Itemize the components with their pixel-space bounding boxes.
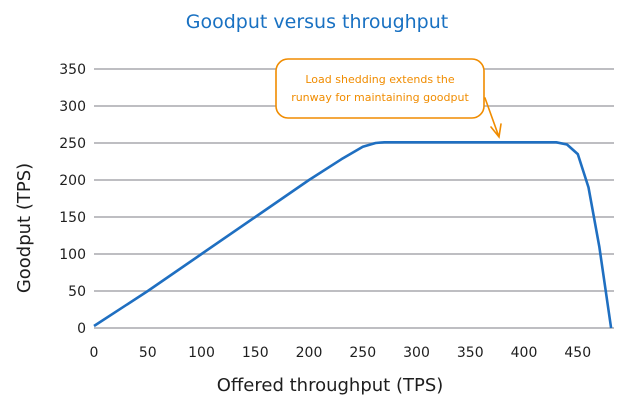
x-tick-label: 350: [457, 345, 484, 361]
y-tick-label: 300: [59, 99, 86, 115]
y-tick-label: 350: [59, 62, 86, 78]
y-tick-label: 150: [59, 210, 86, 226]
y-tick-label: 50: [68, 284, 86, 300]
annotation-arrow: [484, 97, 502, 139]
x-tick-label: 400: [511, 345, 538, 361]
annotation-line-1: Load shedding extends the: [305, 73, 454, 86]
gridlines: [94, 68, 614, 329]
x-tick-label: 0: [90, 345, 99, 361]
y-tick-label: 100: [59, 247, 86, 263]
annotation-callout: Load shedding extends the runway for mai…: [275, 58, 502, 139]
x-tick-labels: 0 50 100 150 200 250 300 350 400 450: [90, 345, 592, 361]
x-tick-label: 200: [296, 345, 323, 361]
y-tick-label: 250: [59, 136, 86, 152]
x-tick-label: 50: [139, 345, 157, 361]
y-tick-label: 0: [77, 321, 86, 337]
annotation-line-2: runway for maintaining goodput: [291, 91, 469, 104]
x-tick-label: 450: [564, 345, 591, 361]
x-axis-label: Offered throughput (TPS): [217, 375, 444, 396]
y-tick-label: 200: [59, 173, 86, 189]
x-tick-label: 300: [403, 345, 430, 361]
x-tick-label: 250: [349, 345, 376, 361]
annotation-box: [275, 58, 485, 119]
x-tick-label: 100: [188, 345, 215, 361]
chart-title: Goodput versus throughput: [186, 11, 448, 33]
y-tick-labels: 0 50 100 150 200 250 300 350: [59, 62, 86, 337]
y-axis-label: Goodput (TPS): [14, 163, 35, 293]
goodput-series-line: [93, 141, 613, 329]
x-tick-label: 150: [242, 345, 269, 361]
